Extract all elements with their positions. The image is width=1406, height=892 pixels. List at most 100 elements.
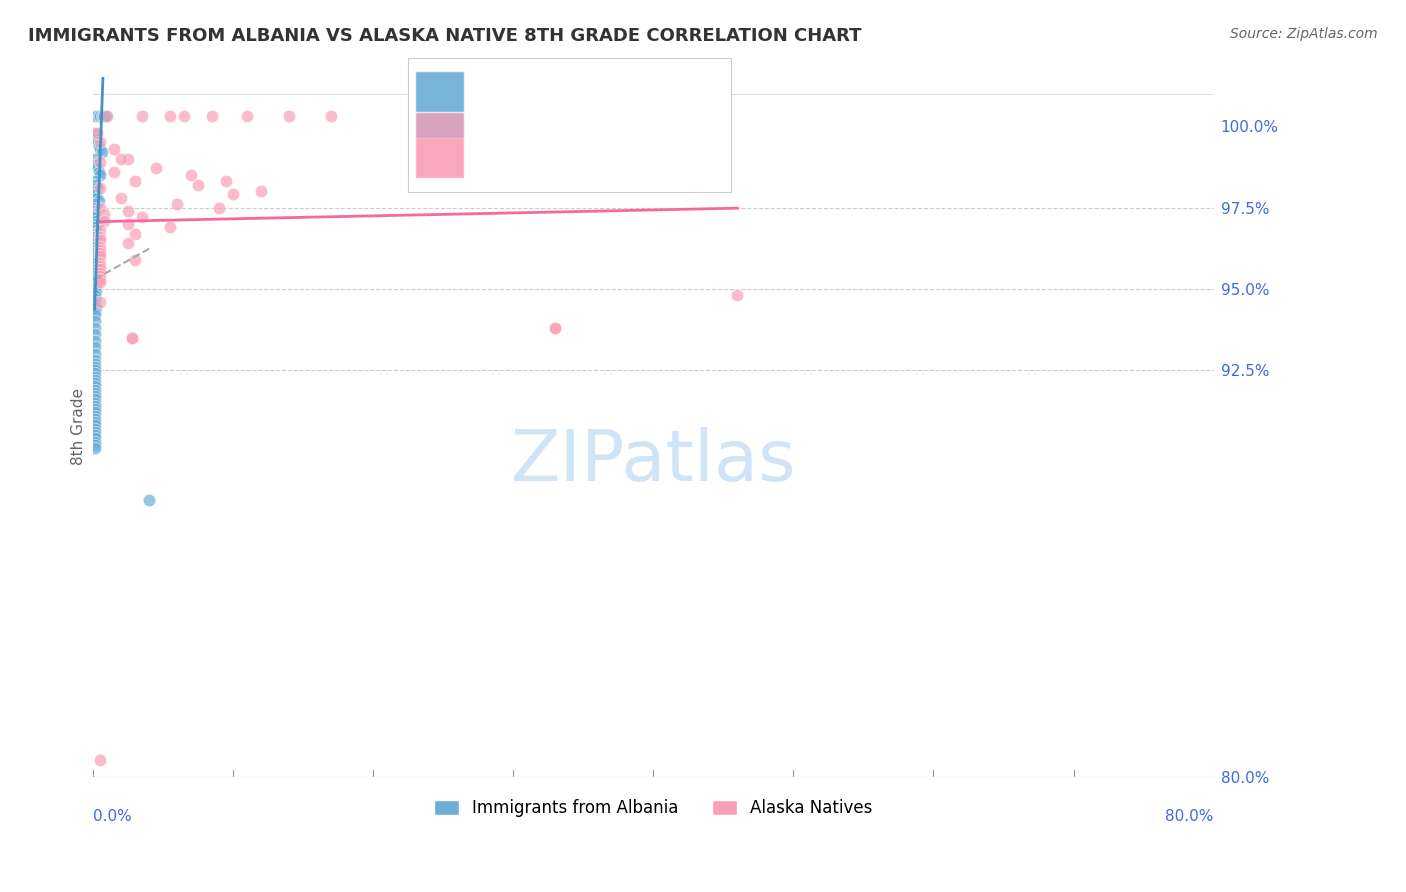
Alaska Natives	[89, 223, 111, 237]
Text: ZIPatlas: ZIPatlas	[510, 427, 796, 497]
Alaska Natives	[544, 321, 567, 335]
Immigrants from Albania	[83, 415, 105, 429]
Alaska Natives	[124, 227, 146, 241]
Alaska Natives	[544, 321, 567, 335]
Alaska Natives	[89, 249, 111, 263]
Immigrants from Albania	[86, 217, 108, 231]
Immigrants from Albania	[83, 418, 105, 433]
Immigrants from Albania	[84, 285, 107, 299]
Alaska Natives	[166, 197, 188, 211]
Immigrants from Albania	[83, 431, 105, 445]
Alaska Natives	[89, 239, 111, 253]
Alaska Natives	[124, 174, 146, 188]
Alaska Natives	[614, 110, 637, 124]
Immigrants from Albania	[86, 191, 108, 205]
Immigrants from Albania	[83, 409, 105, 423]
Immigrants from Albania	[87, 194, 110, 208]
Text: Source: ZipAtlas.com: Source: ZipAtlas.com	[1230, 27, 1378, 41]
Alaska Natives	[89, 243, 111, 257]
Alaska Natives	[89, 262, 111, 277]
Alaska Natives	[110, 152, 132, 166]
Alaska Natives	[93, 213, 115, 227]
Immigrants from Albania	[83, 428, 105, 442]
Immigrants from Albania	[138, 493, 160, 508]
Alaska Natives	[222, 187, 245, 202]
Alaska Natives	[215, 174, 238, 188]
Immigrants from Albania	[83, 266, 105, 280]
Immigrants from Albania	[84, 132, 107, 146]
Alaska Natives	[89, 256, 111, 270]
Alaska Natives	[173, 110, 195, 124]
Alaska Natives	[121, 330, 143, 344]
Alaska Natives	[89, 229, 111, 244]
Immigrants from Albania	[83, 304, 105, 318]
Immigrants from Albania	[83, 294, 105, 309]
Alaska Natives	[187, 178, 209, 192]
Immigrants from Albania	[83, 243, 105, 257]
Immigrants from Albania	[83, 239, 105, 253]
Alaska Natives	[89, 272, 111, 286]
Alaska Natives	[89, 266, 111, 280]
Immigrants from Albania	[89, 168, 111, 182]
Immigrants from Albania	[93, 110, 115, 124]
Immigrants from Albania	[87, 138, 110, 153]
Alaska Natives	[121, 330, 143, 344]
Immigrants from Albania	[83, 110, 105, 124]
Alaska Natives	[321, 110, 343, 124]
Text: IMMIGRANTS FROM ALBANIA VS ALASKA NATIVE 8TH GRADE CORRELATION CHART: IMMIGRANTS FROM ALBANIA VS ALASKA NATIVE…	[28, 27, 862, 45]
Immigrants from Albania	[83, 392, 105, 407]
Alaska Natives	[725, 288, 748, 302]
Immigrants from Albania	[83, 256, 105, 270]
Immigrants from Albania	[84, 178, 107, 192]
Immigrants from Albania	[83, 152, 105, 166]
Immigrants from Albania	[83, 379, 105, 393]
Immigrants from Albania	[94, 110, 117, 124]
Immigrants from Albania	[84, 187, 107, 202]
Alaska Natives	[89, 155, 111, 169]
Immigrants from Albania	[84, 301, 107, 316]
Immigrants from Albania	[83, 174, 105, 188]
Text: 80.0%: 80.0%	[1166, 809, 1213, 824]
Text: R = 0.042   N = 97: R = 0.042 N = 97	[464, 80, 634, 98]
Alaska Natives	[180, 168, 202, 182]
Immigrants from Albania	[83, 327, 105, 342]
Alaska Natives	[131, 211, 153, 225]
Alaska Natives	[103, 165, 125, 179]
Immigrants from Albania	[83, 434, 105, 449]
Alaska Natives	[89, 259, 111, 273]
Immigrants from Albania	[83, 402, 105, 417]
Immigrants from Albania	[83, 275, 105, 289]
Immigrants from Albania	[84, 233, 107, 247]
Immigrants from Albania	[83, 399, 105, 413]
Immigrants from Albania	[83, 292, 105, 306]
Immigrants from Albania	[83, 259, 105, 273]
Text: 0.0%: 0.0%	[93, 809, 132, 824]
Alaska Natives	[89, 181, 111, 195]
Immigrants from Albania	[83, 353, 105, 368]
Alaska Natives	[145, 161, 167, 176]
Immigrants from Albania	[83, 308, 105, 322]
Immigrants from Albania	[86, 110, 108, 124]
Immigrants from Albania	[83, 321, 105, 335]
Immigrants from Albania	[83, 373, 105, 387]
Alaska Natives	[201, 110, 224, 124]
Immigrants from Albania	[83, 405, 105, 419]
Y-axis label: 8th Grade: 8th Grade	[72, 389, 86, 466]
Immigrants from Albania	[83, 203, 105, 218]
Immigrants from Albania	[86, 136, 108, 150]
Immigrants from Albania	[83, 197, 105, 211]
Immigrants from Albania	[84, 158, 107, 172]
Alaska Natives	[208, 201, 231, 215]
Immigrants from Albania	[83, 334, 105, 348]
Alaska Natives	[89, 201, 111, 215]
Immigrants from Albania	[83, 441, 105, 455]
Alaska Natives	[159, 219, 181, 234]
Immigrants from Albania	[91, 110, 114, 124]
Immigrants from Albania	[83, 389, 105, 403]
Immigrants from Albania	[86, 161, 108, 176]
Immigrants from Albania	[83, 272, 105, 286]
Alaska Natives	[89, 246, 111, 260]
Immigrants from Albania	[89, 110, 111, 124]
Immigrants from Albania	[83, 282, 105, 296]
Alaska Natives	[89, 753, 111, 767]
